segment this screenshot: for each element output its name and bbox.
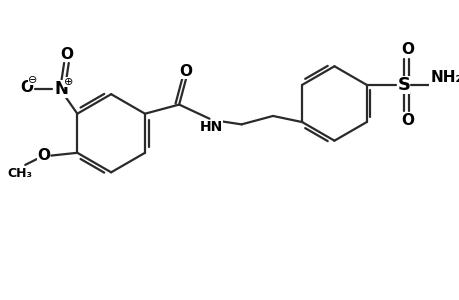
- Text: O: O: [179, 64, 192, 79]
- Text: NH₂: NH₂: [430, 70, 459, 85]
- Text: O: O: [400, 42, 413, 57]
- Text: S: S: [397, 76, 409, 94]
- Text: HN: HN: [199, 120, 223, 134]
- Text: O: O: [400, 113, 413, 128]
- Text: ⊖: ⊖: [28, 75, 37, 85]
- Text: N: N: [54, 80, 68, 98]
- Text: O: O: [60, 47, 73, 62]
- Text: CH₃: CH₃: [7, 167, 32, 180]
- Text: O: O: [20, 80, 34, 94]
- Text: O: O: [37, 148, 50, 163]
- Text: ⊕: ⊕: [64, 76, 73, 87]
